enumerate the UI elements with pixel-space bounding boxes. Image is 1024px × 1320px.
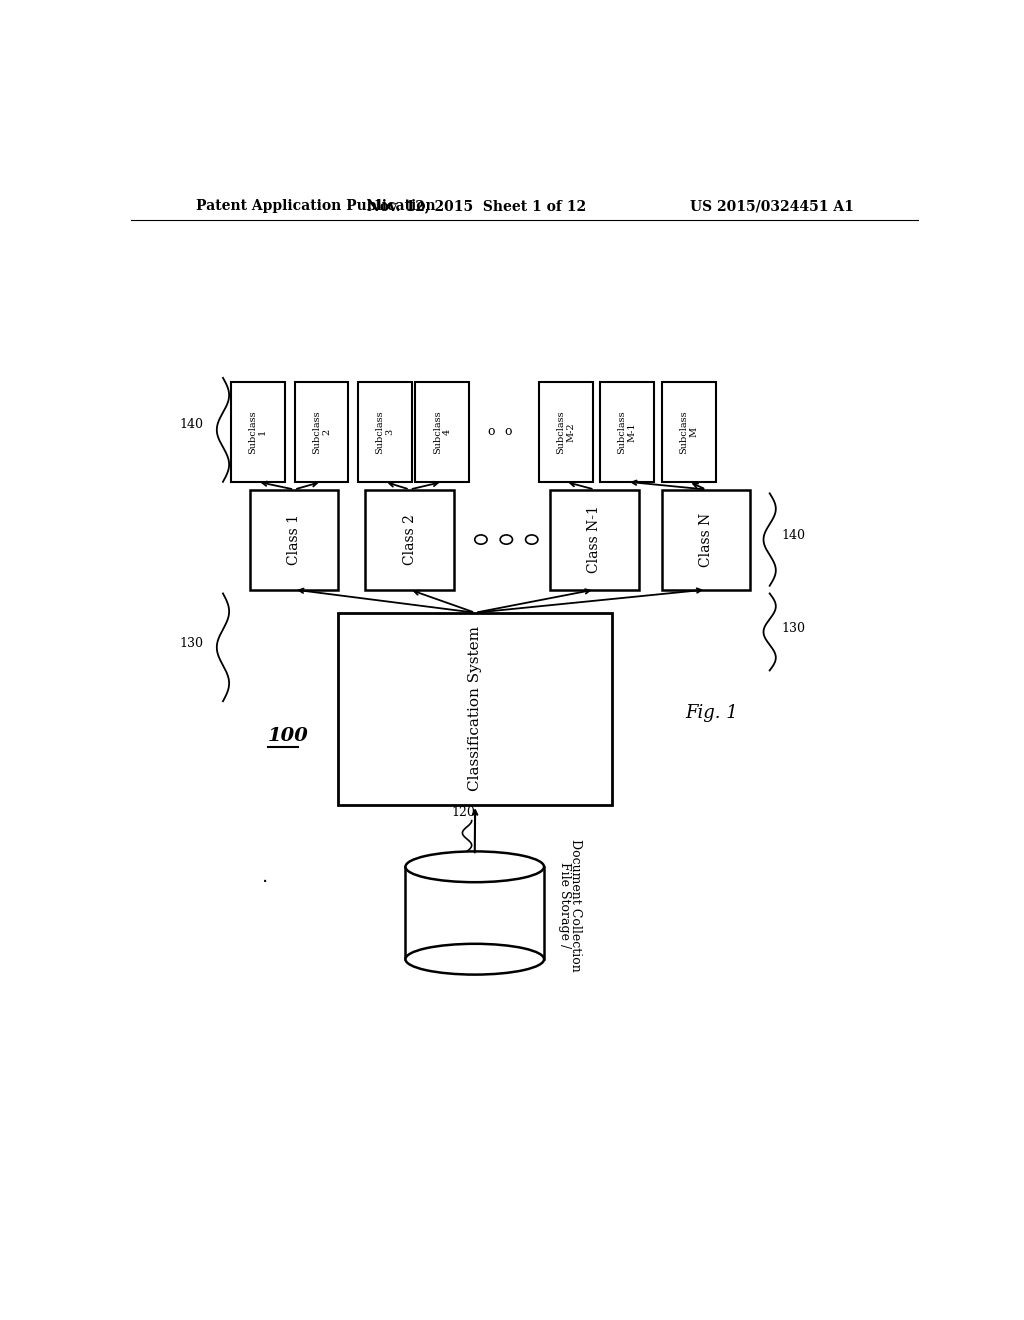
- Text: 140: 140: [179, 417, 204, 430]
- Text: o: o: [504, 425, 512, 438]
- Bar: [366, 490, 454, 590]
- Text: Subclass
1: Subclass 1: [248, 411, 267, 454]
- Bar: [295, 381, 348, 482]
- Text: Subclass
3: Subclass 3: [375, 411, 394, 454]
- Bar: [662, 381, 716, 482]
- Ellipse shape: [475, 535, 487, 544]
- Text: o: o: [487, 425, 495, 438]
- Text: Nov. 12, 2015  Sheet 1 of 12: Nov. 12, 2015 Sheet 1 of 12: [368, 199, 587, 213]
- Text: 130: 130: [179, 638, 204, 649]
- Text: Subclass
2: Subclass 2: [312, 411, 331, 454]
- Bar: [230, 381, 285, 482]
- Text: Patent Application Publication: Patent Application Publication: [196, 199, 435, 213]
- Text: Class N: Class N: [699, 512, 713, 566]
- Bar: [416, 381, 469, 482]
- Text: Document Collection: Document Collection: [569, 840, 583, 972]
- Text: US 2015/0324451 A1: US 2015/0324451 A1: [690, 199, 854, 213]
- Bar: [250, 490, 339, 590]
- Text: Subclass
M-2: Subclass M-2: [556, 411, 575, 454]
- Text: Class 2: Class 2: [402, 513, 417, 565]
- Text: File Storage /: File Storage /: [558, 862, 571, 949]
- Text: ·: ·: [262, 873, 268, 892]
- Ellipse shape: [525, 535, 538, 544]
- Bar: [662, 490, 751, 590]
- Text: 120: 120: [452, 807, 475, 820]
- Text: Fig. 1: Fig. 1: [685, 704, 737, 722]
- Text: Class N-1: Class N-1: [588, 506, 601, 573]
- Text: Subclass
4: Subclass 4: [433, 411, 453, 454]
- Text: Classification System: Classification System: [468, 627, 482, 792]
- Text: Class 1: Class 1: [287, 513, 301, 565]
- Ellipse shape: [406, 851, 544, 882]
- Bar: [600, 381, 654, 482]
- Text: Subclass
M: Subclass M: [679, 411, 698, 454]
- Ellipse shape: [500, 535, 512, 544]
- Text: 140: 140: [781, 529, 805, 543]
- Text: 100: 100: [267, 727, 308, 744]
- Text: 130: 130: [781, 622, 805, 635]
- Text: Subclass
M-1: Subclass M-1: [617, 411, 637, 454]
- Bar: [539, 381, 593, 482]
- Bar: [406, 867, 544, 960]
- Bar: [357, 381, 412, 482]
- Ellipse shape: [406, 944, 544, 974]
- Bar: [339, 612, 611, 805]
- Bar: [550, 490, 639, 590]
